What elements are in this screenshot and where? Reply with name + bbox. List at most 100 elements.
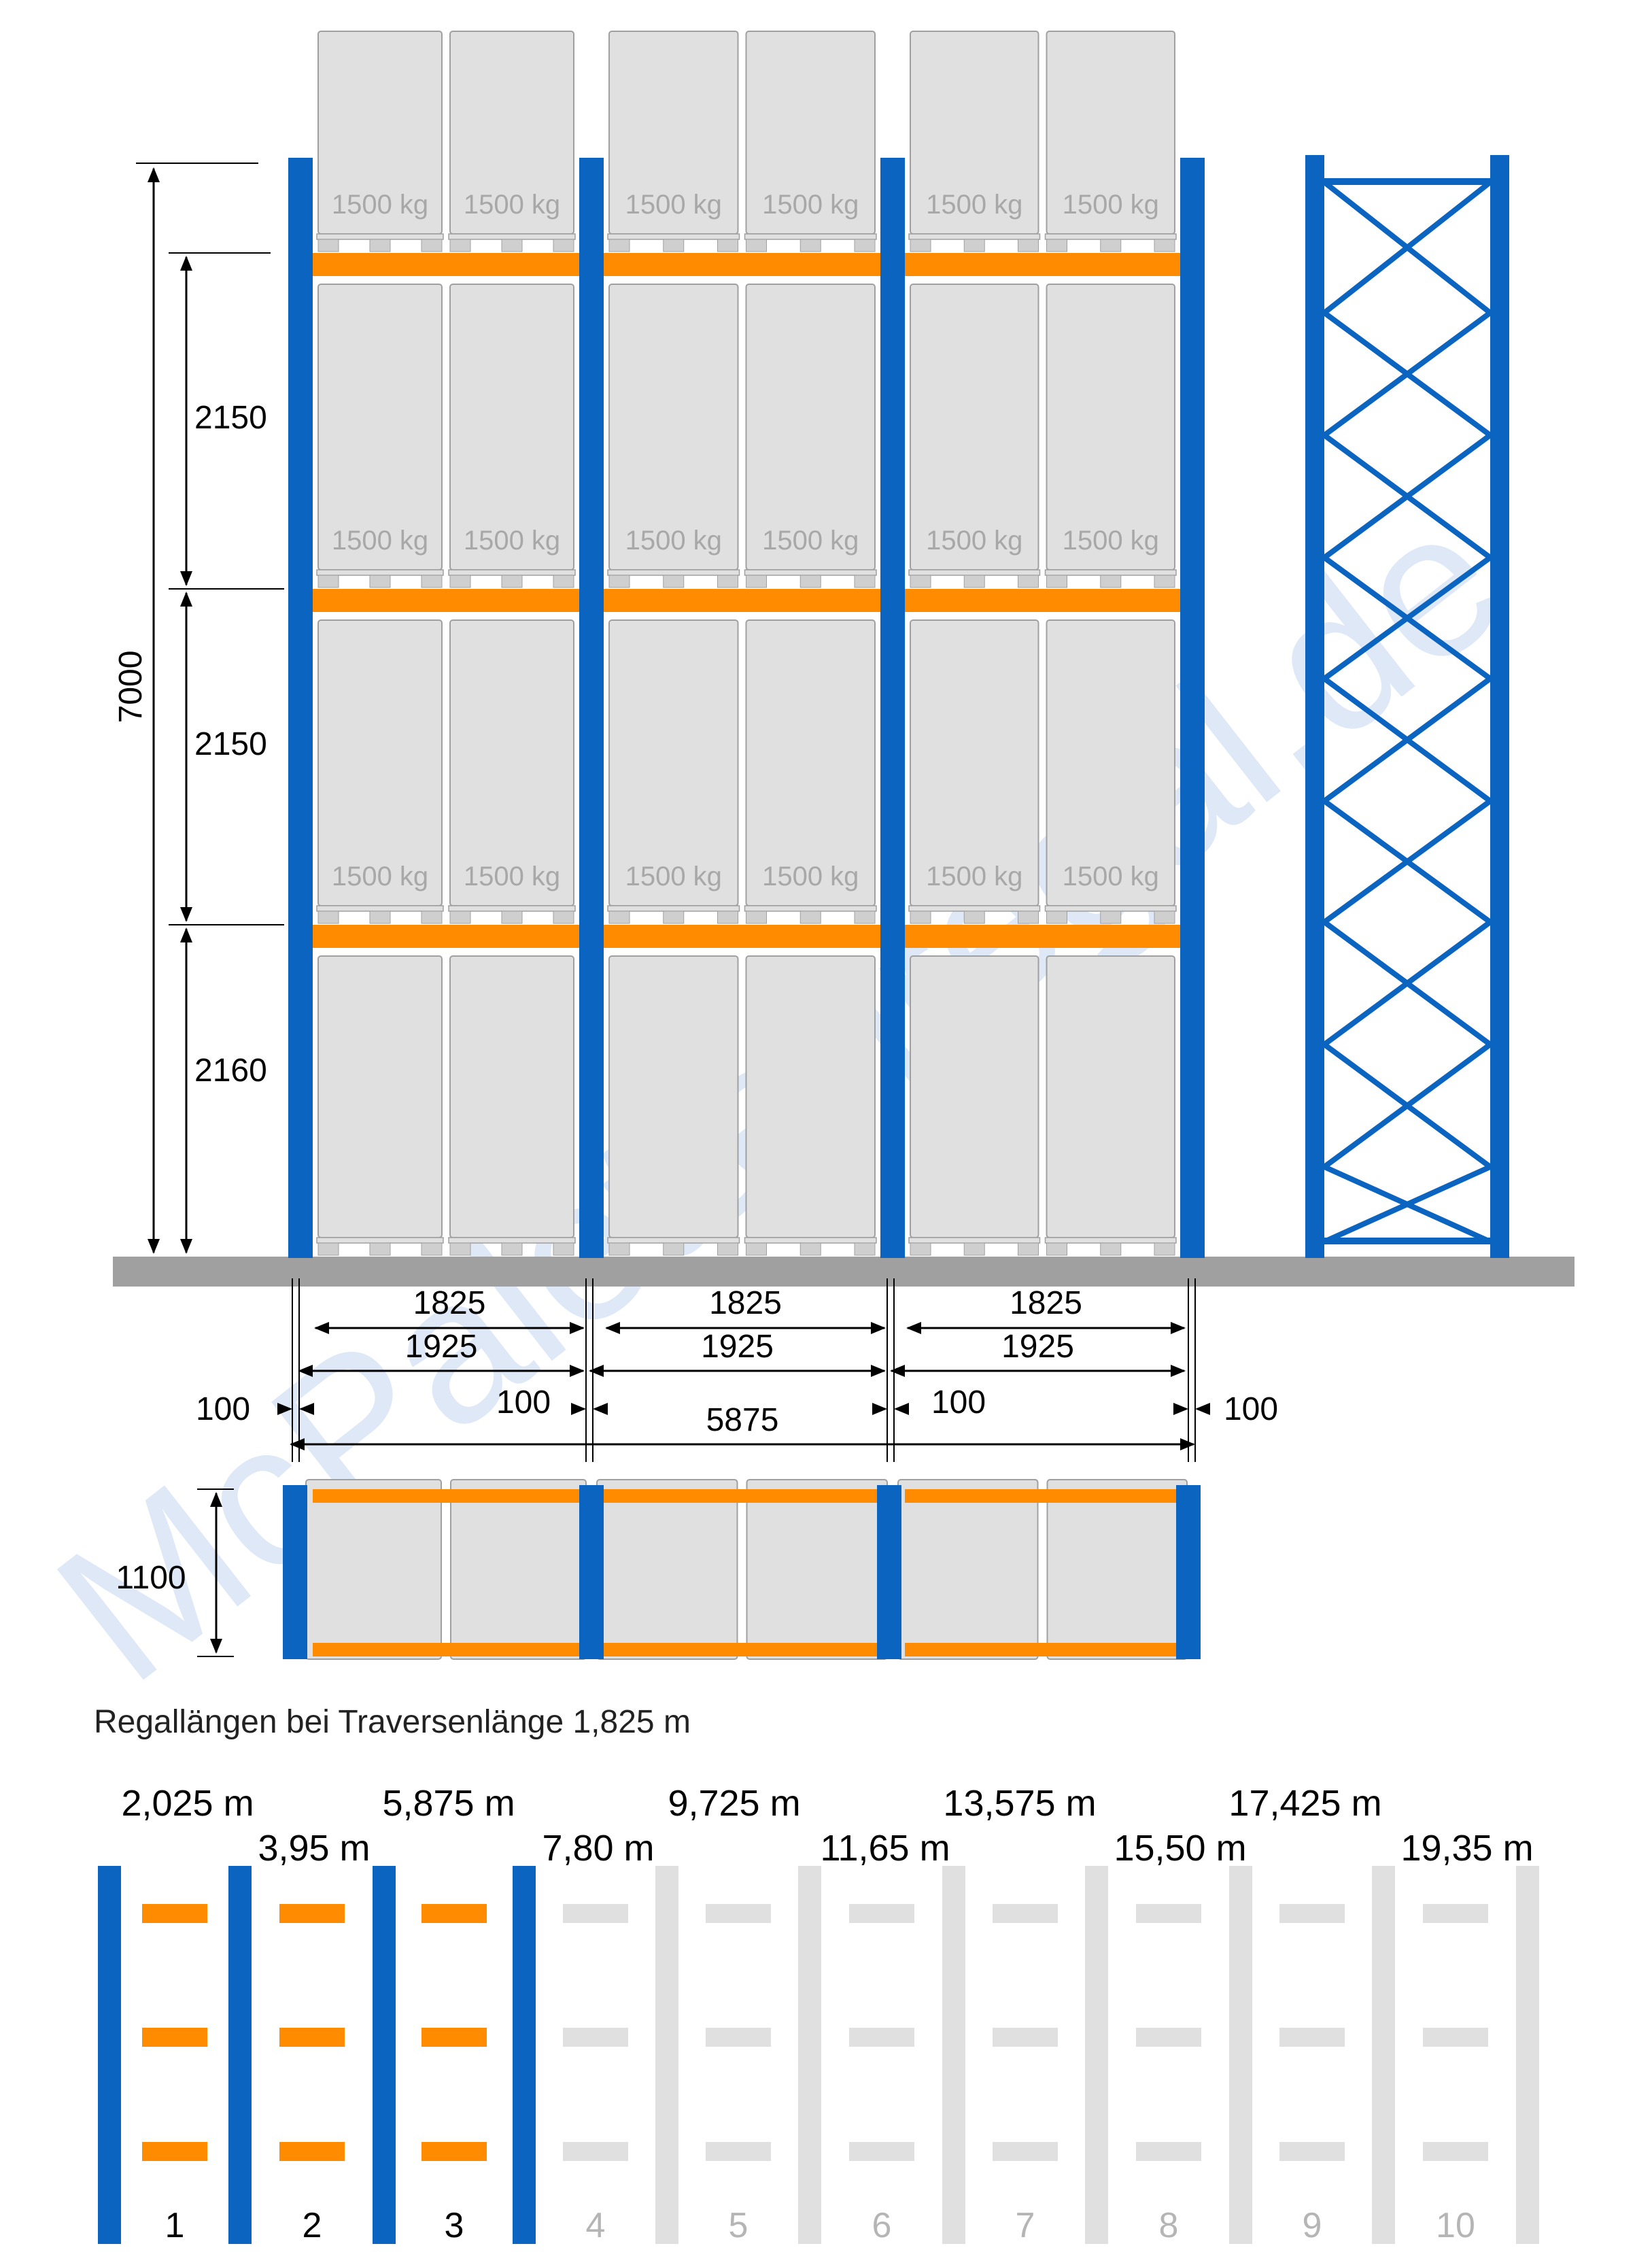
pallet-block	[501, 1242, 523, 1256]
beam-length-label: 1825	[1010, 1285, 1082, 1321]
bay-upright-ghost	[942, 1866, 965, 2244]
pallet-load	[316, 955, 444, 1256]
bay-beam	[279, 1904, 345, 1923]
pallet-block	[910, 575, 931, 588]
pallet-block	[608, 911, 630, 924]
bay-upright	[373, 1866, 396, 2244]
pallet-box	[910, 955, 1039, 1238]
pallet-load: 1500 kg	[607, 31, 740, 252]
pallet-block	[1154, 575, 1175, 588]
depth-label: 1100	[116, 1560, 186, 1596]
bay-number: 5	[729, 2206, 748, 2245]
bay-beam-ghost	[1136, 2028, 1201, 2047]
rack-length-bottom: 15,50 m	[1114, 1828, 1246, 1869]
pallet-load: 1500 kg	[316, 619, 444, 924]
top-pallet	[897, 1479, 1039, 1660]
pallet-deck	[607, 569, 740, 576]
pallet-block	[1100, 1242, 1122, 1256]
top-pallet	[305, 1479, 442, 1660]
pallet-block	[717, 575, 738, 588]
bay-beam-ghost	[993, 2142, 1058, 2161]
pallet-load	[908, 955, 1041, 1256]
top-beam-front	[313, 1489, 579, 1503]
bay-beam-ghost	[849, 2142, 914, 2161]
bay-number: 3	[445, 2206, 464, 2245]
bay-beam-ghost	[1423, 1904, 1488, 1923]
top-view: 1100	[116, 1479, 1201, 1660]
total-length-dimension-arrow-left	[290, 1438, 305, 1450]
upright-width-label-2: 100	[496, 1384, 551, 1420]
pallet-block	[854, 575, 876, 588]
pallet-deck	[744, 233, 877, 240]
pallet-weight-label: 1500 kg	[332, 190, 428, 220]
beam-length-dimension-arrow-right	[570, 1322, 585, 1334]
bay-pitch-dimension-arrow-left	[298, 1365, 313, 1377]
top-pallet	[596, 1479, 738, 1660]
pallet-deck	[448, 1237, 576, 1244]
bay-beam-ghost	[993, 2028, 1058, 2047]
frame-diagonal-brace	[1322, 432, 1492, 560]
pallet-block	[799, 1242, 821, 1256]
pallet-block	[421, 575, 443, 588]
pallet-load	[448, 955, 576, 1256]
pallet-block	[746, 911, 767, 924]
bay-beam-ghost	[1423, 2142, 1488, 2161]
bay-beam	[142, 2142, 207, 2161]
top-pallet	[450, 1479, 587, 1660]
pallet-block	[746, 239, 767, 252]
pallet-block	[369, 911, 391, 924]
pallet-block	[963, 911, 985, 924]
top-beam-rear	[604, 1643, 880, 1656]
pallet-load: 1500 kg	[1044, 619, 1177, 924]
pallet-block	[501, 239, 523, 252]
bay-beam-ghost	[849, 1904, 914, 1923]
pallet-block	[421, 1242, 443, 1256]
upright	[288, 158, 313, 1258]
pallet-block	[854, 911, 876, 924]
pallet-deck	[316, 905, 444, 912]
pallet-block	[910, 239, 931, 252]
frame-diagonal-brace	[1322, 919, 1492, 1047]
bay-beam-ghost	[1136, 1904, 1201, 1923]
pallet-block	[608, 239, 630, 252]
bay-pitch-dimension-arrow-right	[570, 1365, 585, 1377]
frame-diagonal-brace	[1322, 676, 1492, 804]
pallet-box	[1046, 955, 1175, 1238]
pallet-block	[449, 239, 471, 252]
beam	[313, 925, 579, 948]
pallet-weight-label: 1500 kg	[762, 862, 859, 891]
pallet-deck	[1044, 1237, 1177, 1244]
pallet-block	[1018, 575, 1039, 588]
pallet-block	[1100, 575, 1122, 588]
pallet-block	[1154, 1242, 1175, 1256]
top-upright	[579, 1485, 604, 1659]
bay-pitch-dimension-arrow-left	[890, 1365, 905, 1377]
bay-upright-ghost	[1085, 1866, 1108, 2244]
bay-beam	[279, 2142, 345, 2161]
pallet-deck	[1044, 233, 1177, 240]
level-height-dimension-2-arrow-top	[180, 592, 192, 607]
pallet-load: 1500 kg	[908, 31, 1041, 252]
pallet-block	[501, 911, 523, 924]
depth-dimension-arrow-bottom	[210, 1639, 222, 1654]
pallet-box	[449, 955, 574, 1238]
bay-upright-ghost	[1372, 1866, 1395, 2244]
pallet-weight-label: 1500 kg	[464, 526, 560, 556]
rack-length-top: 5,875 m	[382, 1783, 515, 1824]
bay-beam	[279, 2028, 345, 2047]
pallet-weight-label: 1500 kg	[625, 862, 722, 891]
pallet-block	[1046, 911, 1067, 924]
bay-beam-ghost	[1423, 2028, 1488, 2047]
pallet-block	[553, 911, 574, 924]
pallet-block	[1018, 1242, 1039, 1256]
pallet-weight-label: 1500 kg	[762, 526, 859, 556]
pallet-block	[746, 1242, 767, 1256]
floor	[113, 1257, 1574, 1287]
pallet-block	[1018, 239, 1039, 252]
pallet-load: 1500 kg	[607, 284, 740, 588]
upright-width-arrow-left	[277, 1403, 292, 1415]
pallet-load: 1500 kg	[744, 31, 877, 252]
pallet-load: 1500 kg	[316, 284, 444, 588]
